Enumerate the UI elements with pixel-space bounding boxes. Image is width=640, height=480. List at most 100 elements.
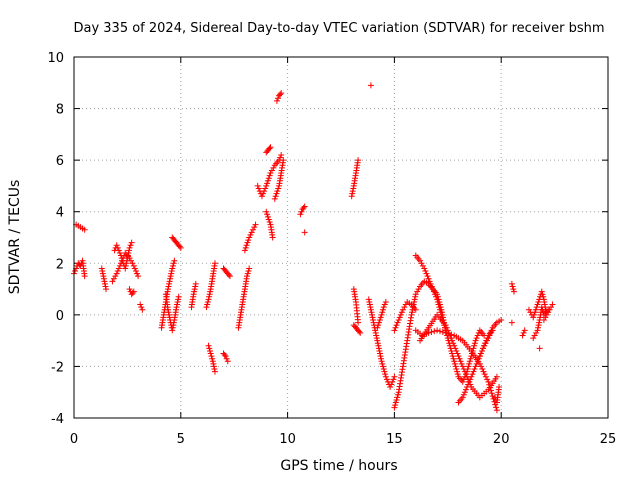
data-point [115, 247, 122, 254]
data-point [298, 208, 305, 215]
data-point [173, 304, 180, 311]
data-series-segment [203, 260, 218, 311]
data-point [110, 275, 117, 282]
data-point [482, 340, 489, 347]
data-point [472, 337, 479, 344]
data-series-segment [519, 327, 528, 339]
data-series-segment [476, 317, 505, 360]
data-point [169, 262, 176, 269]
data-point [454, 371, 461, 378]
data-point [376, 347, 383, 354]
data-point [451, 342, 458, 349]
data-point [394, 394, 401, 401]
data-point [428, 329, 435, 336]
data-point [135, 273, 142, 280]
data-point [411, 296, 418, 303]
data-point [269, 234, 276, 241]
data-point [549, 301, 556, 308]
plot-frame [73, 56, 609, 419]
data-point [474, 358, 481, 365]
data-point [164, 286, 171, 293]
data-point [451, 358, 458, 365]
data-point [532, 306, 539, 313]
data-point [98, 265, 105, 272]
data-point [350, 185, 357, 192]
data-point [424, 273, 431, 280]
data-point [204, 301, 211, 308]
data-point [470, 368, 477, 375]
data-point [128, 239, 135, 246]
data-point [481, 342, 488, 349]
data-point [467, 376, 474, 383]
data-point [122, 262, 129, 269]
data-point [535, 324, 542, 331]
data-point [456, 355, 463, 362]
data-point [379, 309, 386, 316]
data-point [389, 378, 396, 385]
data-point [349, 190, 356, 197]
data-point [380, 366, 387, 373]
data-point [175, 293, 182, 300]
data-point [134, 270, 141, 277]
data-point [226, 273, 233, 280]
data-point [418, 260, 425, 267]
data-series-segment [188, 280, 199, 311]
data-series-segment [417, 311, 500, 401]
data-point [100, 275, 107, 282]
data-point [472, 363, 479, 370]
data-point [466, 360, 473, 367]
data-point [468, 353, 475, 360]
data-point [488, 327, 495, 334]
data-point [542, 314, 549, 321]
data-point [370, 317, 377, 324]
axis-ticks [73, 56, 609, 419]
data-point [211, 260, 218, 267]
data-point [431, 328, 438, 335]
data-point [462, 386, 469, 393]
data-point [301, 229, 308, 236]
data-point [246, 265, 253, 272]
data-point [268, 167, 275, 174]
data-point [374, 324, 381, 331]
data-point [396, 314, 403, 321]
data-point [261, 188, 268, 195]
data-point [171, 257, 178, 264]
data-point [487, 329, 494, 336]
data-point [378, 355, 385, 362]
data-point [435, 301, 442, 308]
data-point [267, 144, 274, 151]
data-point [252, 221, 259, 228]
data-point [539, 306, 546, 313]
data-point [265, 216, 272, 223]
data-point [391, 373, 398, 380]
data-point [419, 262, 426, 269]
data-point [266, 172, 273, 179]
data-point [367, 82, 374, 89]
data-point [508, 319, 515, 326]
data-point [442, 322, 449, 329]
data-point [436, 306, 443, 313]
data-point [378, 358, 385, 365]
data-point [546, 306, 553, 313]
x-tick-labels: 0 5 10 15 20 25 [70, 432, 616, 447]
data-point [166, 311, 173, 318]
data-point [444, 327, 451, 334]
data-point [421, 265, 428, 272]
data-point [488, 390, 495, 397]
data-point [531, 309, 538, 316]
data-point [127, 242, 134, 249]
data-point [132, 268, 139, 275]
data-series-segment [169, 234, 184, 251]
data-point [165, 309, 172, 316]
data-point [366, 301, 373, 308]
data-point [264, 213, 271, 220]
data-point [249, 226, 256, 233]
data-series-segment [350, 322, 364, 336]
data-point [209, 358, 216, 365]
data-point [377, 314, 384, 321]
y-tick-label: -2 [51, 360, 64, 375]
data-point [478, 347, 485, 354]
data-point [165, 283, 172, 290]
data-point [375, 345, 382, 352]
data-point [120, 255, 127, 262]
